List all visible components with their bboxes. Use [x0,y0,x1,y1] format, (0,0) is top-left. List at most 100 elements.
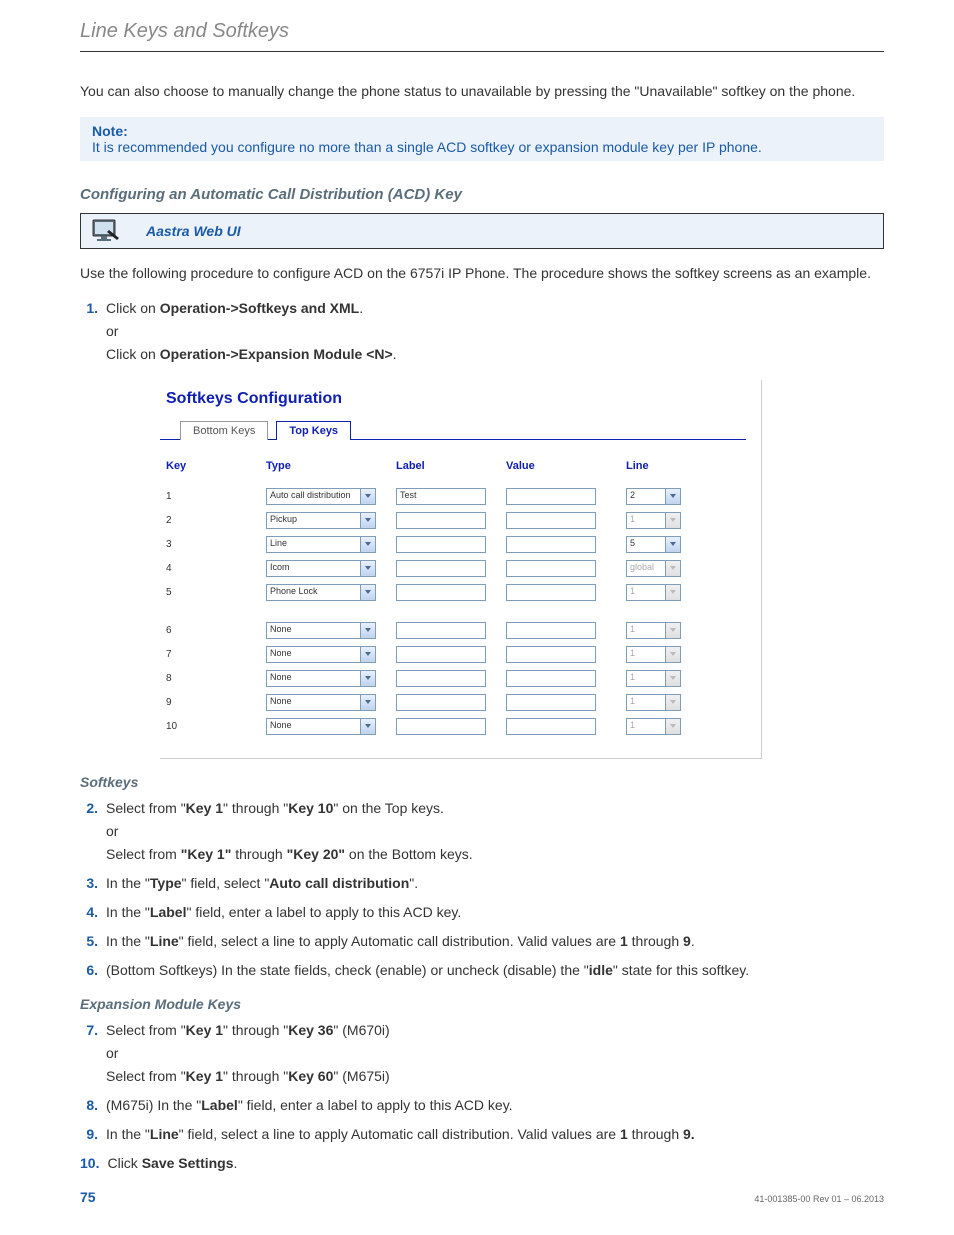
table-row: 5Phone Lock1 [166,580,746,604]
chevron-down-icon [665,561,680,576]
value-input[interactable] [506,488,596,505]
type-dropdown[interactable]: None [266,670,376,687]
procedure-intro: Use the following procedure to configure… [80,264,884,284]
t: " through " [223,1022,288,1038]
label-input[interactable] [396,646,486,663]
step-body: (Bottom Softkeys) In the state fields, c… [106,960,884,981]
chevron-down-icon [665,695,680,710]
table-row: 1Auto call distributionTest2 [166,484,746,508]
step-body: Click on Operation->Softkeys and XML. or… [106,298,884,365]
label-input[interactable] [396,512,486,529]
cell-key: 4 [166,563,266,574]
t: " field, enter a label to apply to this … [186,904,461,920]
step-body: (M675i) In the "Label" field, enter a la… [106,1095,884,1116]
chevron-down-icon[interactable] [665,489,680,504]
value-input[interactable] [506,718,596,735]
t: " state for this softkey. [613,962,749,978]
label-input[interactable] [396,560,486,577]
chevron-down-icon[interactable] [360,561,375,576]
tab-bottom-keys[interactable]: Bottom Keys [180,421,268,440]
chevron-down-icon[interactable] [360,585,375,600]
type-dropdown[interactable]: None [266,622,376,639]
chevron-down-icon [665,647,680,662]
step-body: In the "Label" field, enter a label to a… [106,902,884,923]
t: "Key 20" [287,846,345,862]
t: In the " [106,904,150,920]
value-input[interactable] [506,622,596,639]
table-row: 4Icomglobal [166,556,746,580]
type-dropdown[interactable]: Icom [266,560,376,577]
chevron-down-icon[interactable] [360,623,375,638]
tab-top-keys[interactable]: Top Keys [276,421,351,440]
line-dropdown[interactable]: 2 [626,488,681,505]
value-input[interactable] [506,646,596,663]
or: or [106,821,884,842]
t: . [691,933,695,949]
t: " on the Top keys. [333,800,444,816]
value-input[interactable] [506,584,596,601]
label-input[interactable] [396,584,486,601]
t: Select from [106,846,181,862]
cell-key: 3 [166,539,266,550]
t: Operation->Softkeys and XML [160,300,360,316]
chevron-down-icon[interactable] [360,489,375,504]
page-number: 75 [80,1189,96,1205]
step-10: 10. Click Save Settings. [80,1153,884,1174]
label-input[interactable]: Test [396,488,486,505]
type-dropdown[interactable]: None [266,646,376,663]
step-4: 4. In the "Label" field, enter a label t… [80,902,884,923]
cell-key: 6 [166,625,266,636]
label-input[interactable] [396,718,486,735]
line-dropdown: 1 [626,646,681,663]
value-input[interactable] [506,670,596,687]
label-input[interactable] [396,694,486,711]
t: (M675i) In the " [106,1097,201,1113]
chevron-down-icon[interactable] [360,537,375,552]
value-input[interactable] [506,536,596,553]
type-dropdown[interactable]: Phone Lock [266,584,376,601]
t: " through " [223,800,288,816]
t: 9. [683,1126,695,1142]
label-input[interactable] [396,536,486,553]
tabs: Bottom Keys Top Keys [160,420,746,440]
label-input[interactable] [396,622,486,639]
t: Line [150,933,179,949]
type-dropdown[interactable]: None [266,718,376,735]
t: Operation->Expansion Module <N> [160,346,393,362]
chevron-down-icon[interactable] [360,513,375,528]
t: Label [150,904,187,920]
line-dropdown: 1 [626,718,681,735]
intro-paragraph: You can also choose to manually change t… [80,82,884,102]
step-num: 1. [80,298,98,365]
chevron-down-icon[interactable] [360,671,375,686]
cell-key: 8 [166,673,266,684]
softkeys-config-panel: Softkeys Configuration Bottom Keys Top K… [160,380,762,759]
step-body: Select from "Key 1" through "Key 36" (M6… [106,1020,884,1087]
step-num: 9. [80,1124,98,1145]
type-dropdown[interactable]: Auto call distribution [266,488,376,505]
type-dropdown[interactable]: Line [266,536,376,553]
value-input[interactable] [506,560,596,577]
t: Label [201,1097,238,1113]
label-input[interactable] [396,670,486,687]
table-row: 8None 1 [166,666,746,690]
t: " (M675i) [333,1068,389,1084]
type-dropdown[interactable]: None [266,694,376,711]
or: or [106,1043,884,1064]
cell-key: 10 [166,721,266,732]
t: Type [150,875,182,891]
type-dropdown[interactable]: Pickup [266,512,376,529]
t: Line [150,1126,179,1142]
chevron-down-icon[interactable] [665,537,680,552]
t: Click [107,1155,141,1171]
chevron-down-icon[interactable] [360,647,375,662]
chevron-down-icon[interactable] [360,695,375,710]
value-input[interactable] [506,694,596,711]
t: (Bottom Softkeys) In the state fields, c… [106,962,589,978]
line-dropdown[interactable]: 5 [626,536,681,553]
doc-id: 41-001385-00 Rev 01 – 06.2013 [754,1194,884,1204]
line-dropdown: 1 [626,670,681,687]
chevron-down-icon[interactable] [360,719,375,734]
step-num: 4. [80,902,98,923]
value-input[interactable] [506,512,596,529]
